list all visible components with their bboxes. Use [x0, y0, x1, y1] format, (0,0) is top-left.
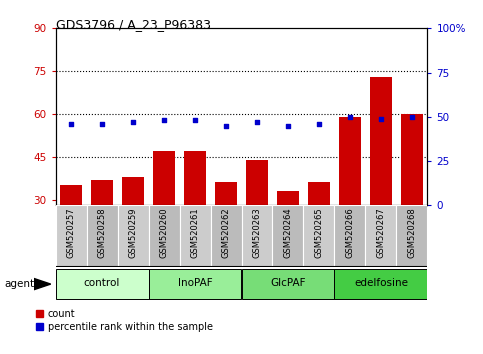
Bar [91, 179, 113, 285]
Bar [149, 205, 180, 267]
Text: GSM520268: GSM520268 [408, 207, 416, 258]
Text: GSM520261: GSM520261 [190, 207, 199, 258]
Bar [122, 177, 144, 285]
Text: InoPAF: InoPAF [178, 278, 213, 289]
Bar [211, 205, 242, 267]
Bar [56, 205, 86, 267]
Legend: count, percentile rank within the sample: count, percentile rank within the sample [36, 309, 213, 332]
Point [222, 123, 230, 129]
Point [315, 121, 323, 127]
Bar [308, 182, 330, 285]
Text: GSM520264: GSM520264 [284, 207, 293, 258]
Bar [242, 205, 272, 267]
Bar [215, 182, 237, 285]
Text: agent: agent [5, 279, 35, 289]
Point [160, 118, 168, 123]
Text: GSM520267: GSM520267 [376, 207, 385, 258]
Bar [334, 205, 366, 267]
Text: edelfosine: edelfosine [354, 278, 408, 289]
Bar [180, 205, 211, 267]
Text: GSM520260: GSM520260 [159, 207, 169, 258]
Bar [277, 191, 299, 285]
Text: GSM520257: GSM520257 [67, 207, 75, 258]
Bar [60, 185, 82, 285]
Text: GSM520263: GSM520263 [253, 207, 261, 258]
Bar [334, 269, 427, 299]
Bar [370, 77, 392, 285]
Point [408, 114, 416, 120]
Bar [366, 205, 397, 267]
Bar [272, 205, 303, 267]
Bar [303, 205, 334, 267]
Point [284, 123, 292, 129]
Point [253, 119, 261, 125]
Text: GSM520259: GSM520259 [128, 207, 138, 258]
Bar [401, 114, 423, 285]
Text: control: control [84, 278, 120, 289]
Text: GlcPAF: GlcPAF [270, 278, 306, 289]
Bar [153, 151, 175, 285]
Text: GSM520265: GSM520265 [314, 207, 324, 258]
Polygon shape [34, 278, 51, 290]
Bar [56, 269, 149, 299]
Bar [86, 205, 117, 267]
Point [98, 121, 106, 127]
Text: GSM520258: GSM520258 [98, 207, 107, 258]
Bar [339, 117, 361, 285]
Text: GSM520262: GSM520262 [222, 207, 230, 258]
Text: GSM520266: GSM520266 [345, 207, 355, 258]
Bar [117, 205, 149, 267]
Point [191, 118, 199, 123]
Point [377, 116, 385, 121]
Text: GDS3796 / A_23_P96383: GDS3796 / A_23_P96383 [56, 18, 211, 31]
Point [67, 121, 75, 127]
Bar [246, 160, 268, 285]
Point [129, 119, 137, 125]
Bar [184, 151, 206, 285]
Point [346, 114, 354, 120]
Bar [242, 269, 334, 299]
Bar [149, 269, 242, 299]
Bar [397, 205, 427, 267]
